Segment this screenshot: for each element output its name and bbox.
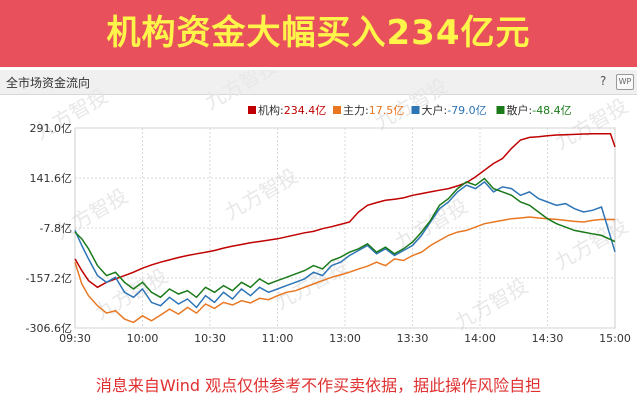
legend-entry: 大户:-79.0亿 <box>422 103 487 117</box>
watermark-text: 九方智投 <box>551 214 632 275</box>
legend-entry: 主力:17.5亿 <box>343 104 404 117</box>
legend-label: 大户: <box>422 103 448 117</box>
y-tick-label: 291.0亿 <box>30 122 73 135</box>
legend-label: 主力: <box>343 104 369 117</box>
legend-swatch <box>333 106 341 114</box>
legend-swatch <box>411 106 420 114</box>
x-tick-label: 13:00 <box>329 332 361 345</box>
legend-entry: 机构:234.4亿 <box>258 103 326 117</box>
panel-title: 全市场资金流向 <box>6 76 91 90</box>
x-tick-label: 11:00 <box>262 332 294 345</box>
disclaimer: 消息来自Wind 观点仅供参考不作买卖依据，据此操作风险自担 <box>95 376 542 395</box>
y-tick-label: -7.8亿 <box>40 222 72 235</box>
watermark-text: 九方智投 <box>51 184 132 245</box>
legend-value: 17.5亿 <box>369 104 405 117</box>
x-tick-label: 14:30 <box>532 332 564 345</box>
watermark-text: 九方智投 <box>451 274 532 335</box>
series-line-主力 <box>74 216 616 324</box>
legend-value: -79.0亿 <box>447 104 486 117</box>
chart-panel: 全市场资金流向 ? WP <box>0 70 637 370</box>
legend-value: 234.4亿 <box>284 104 327 117</box>
y-tick-label: -157.2亿 <box>26 272 72 285</box>
series-line-散户 <box>74 177 616 299</box>
help-icon[interactable]: ? <box>600 74 607 88</box>
x-tick-label: 10:00 <box>127 332 159 345</box>
x-tick-label: 14:00 <box>464 332 496 345</box>
title-banner: 机构资金大幅买入234亿元 <box>0 0 637 67</box>
y-tick-label: -306.6亿 <box>26 322 72 335</box>
legend-label: 机构: <box>258 103 284 117</box>
series-line-机构 <box>74 132 616 289</box>
wp-icon[interactable]: WP <box>616 74 634 90</box>
legend-swatch <box>248 106 256 114</box>
legend-label: 散户: <box>507 103 533 117</box>
panel-header: 全市场资金流向 ? WP <box>0 70 637 95</box>
watermark-text: 九方智投 <box>221 164 302 225</box>
legend-value: -48.4亿 <box>532 104 571 117</box>
y-tick-label: 141.6亿 <box>30 172 73 185</box>
watermark-text: 九方智投 <box>31 84 112 145</box>
series-line-大户 <box>74 180 616 309</box>
legend-entry: 散户:-48.4亿 <box>507 103 572 117</box>
watermark-text: 九方智投 <box>551 94 632 155</box>
x-tick-label: 15:00 <box>599 332 631 345</box>
legend-swatch <box>496 106 505 114</box>
x-tick-label: 09:30 <box>59 332 91 345</box>
banner-title: 机构资金大幅买入234亿元 <box>106 13 531 53</box>
x-tick-label: 10:30 <box>194 332 226 345</box>
x-tick-label: 13:30 <box>397 332 429 345</box>
